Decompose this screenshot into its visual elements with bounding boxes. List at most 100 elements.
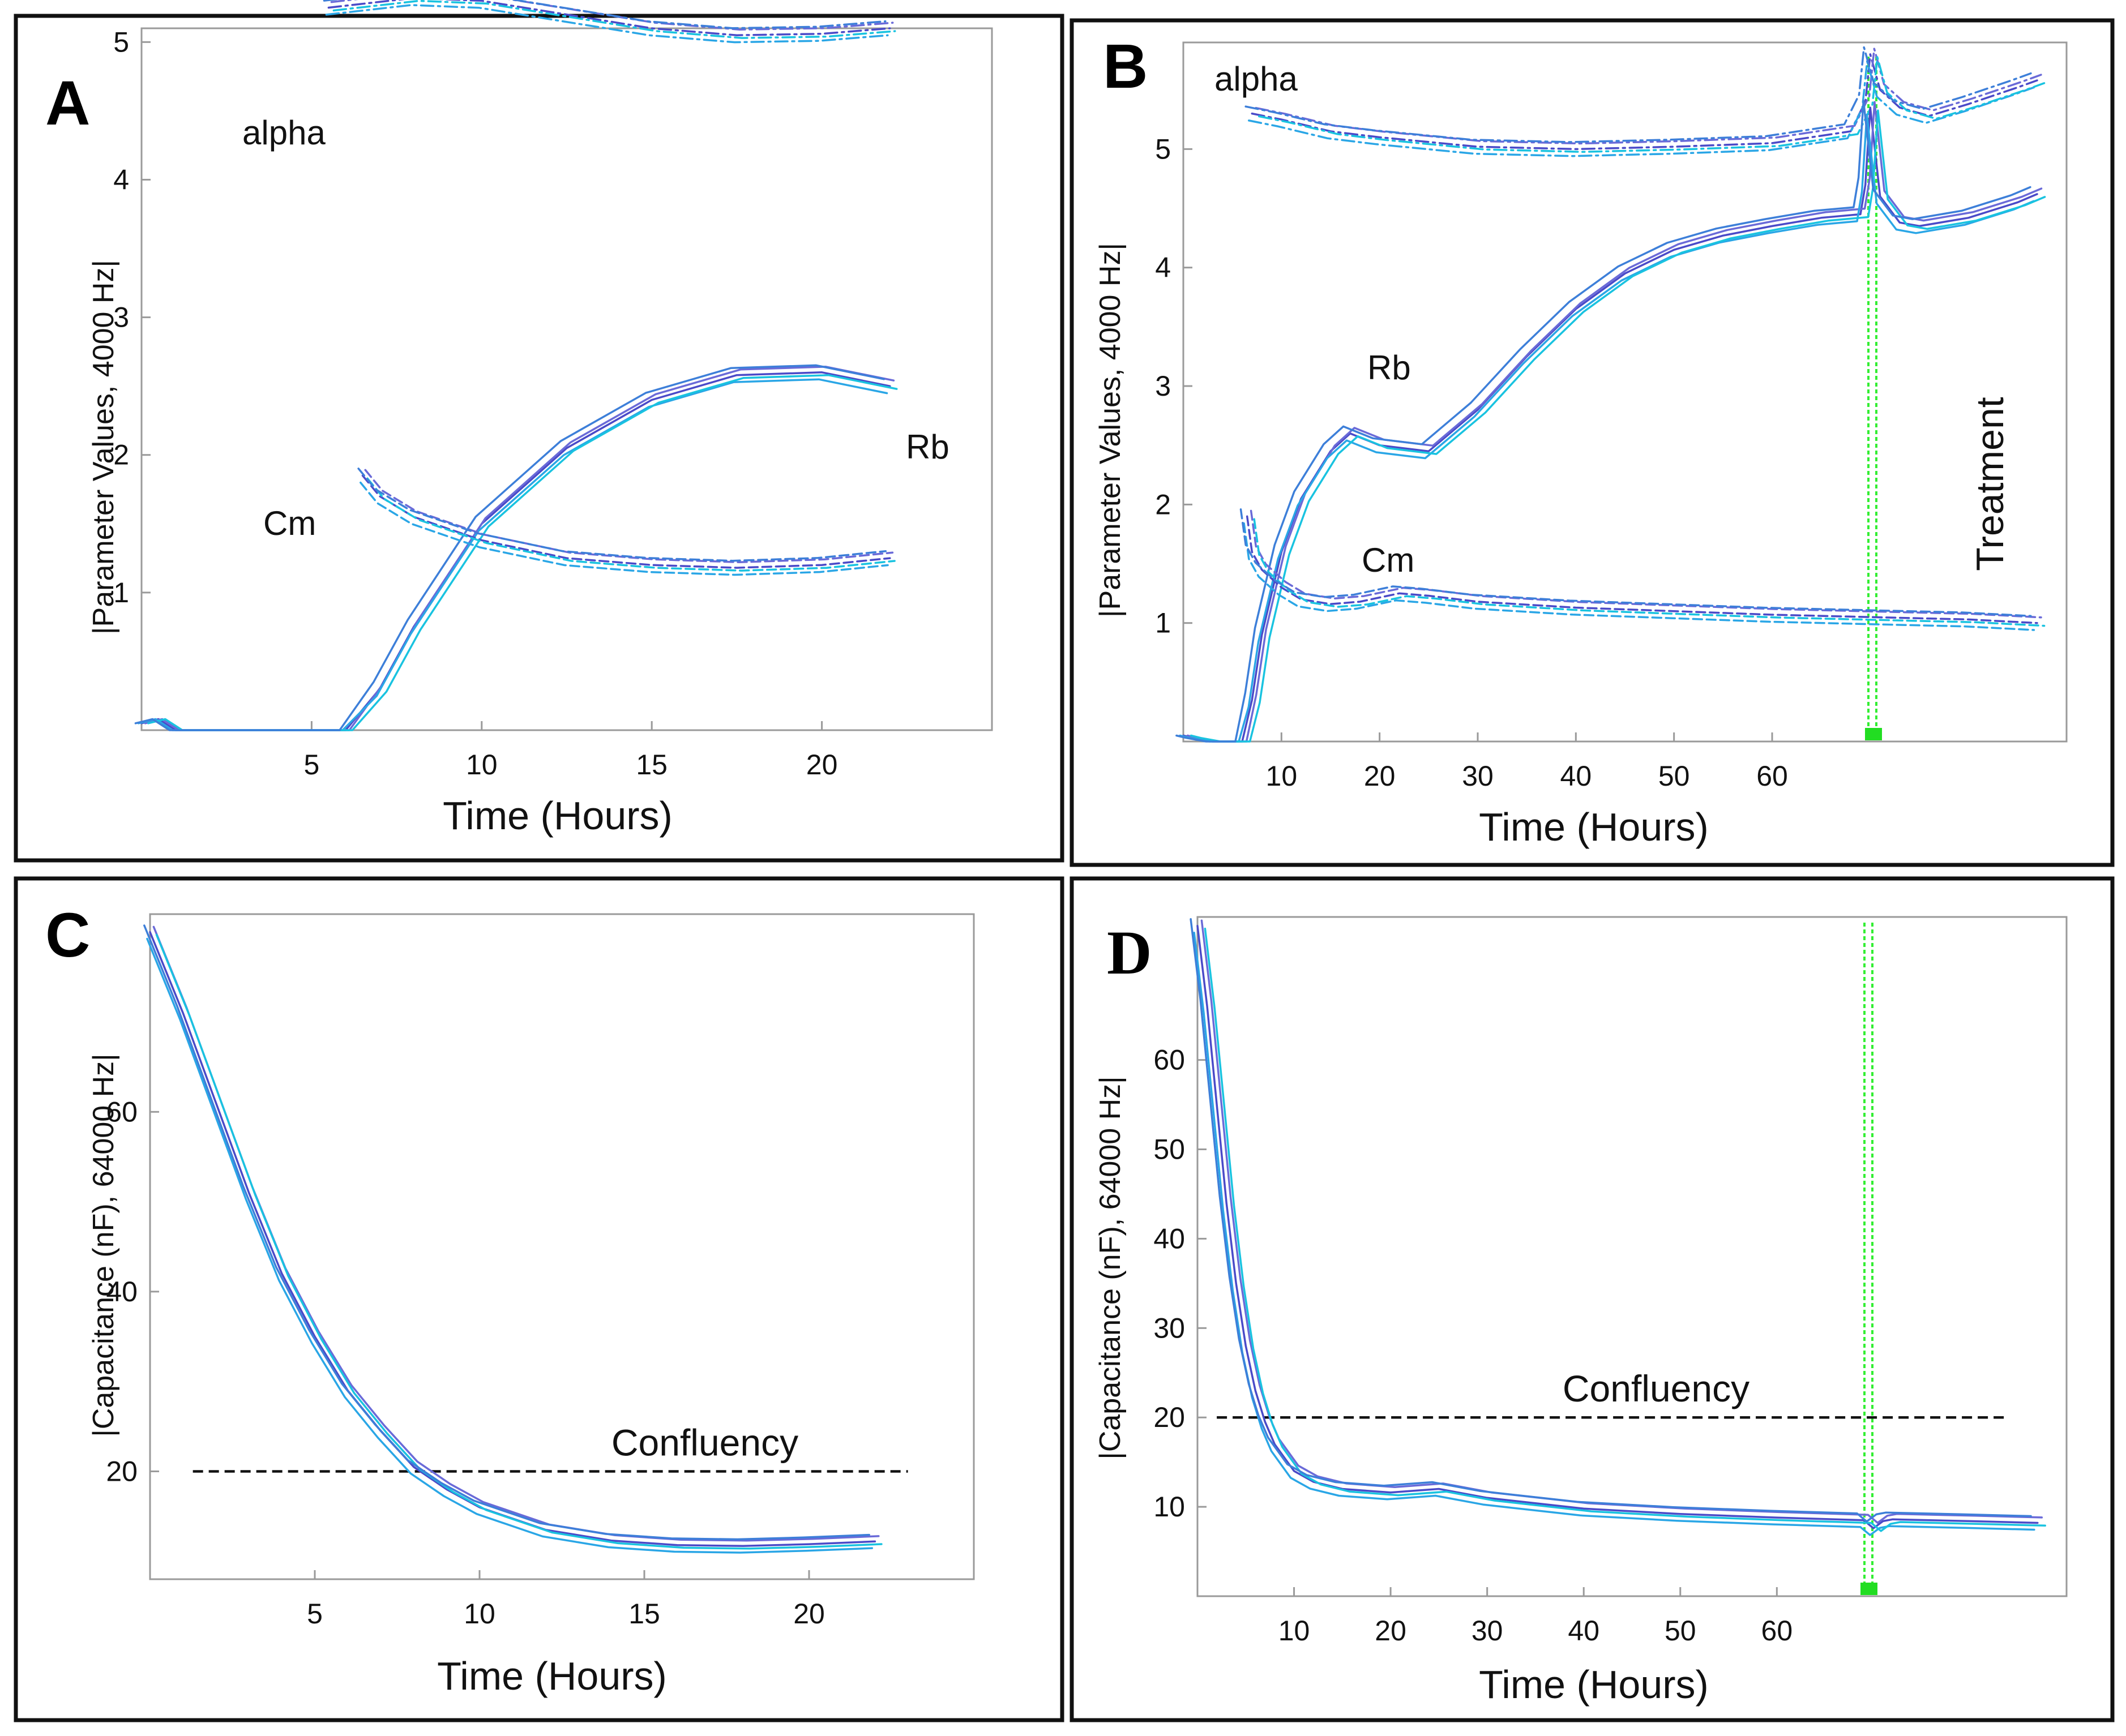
panel-b-annotation-alpha: alpha [1214, 60, 1298, 98]
panel-a-ytick-label: 5 [113, 26, 129, 58]
panel-d-xtick-label: 10 [1278, 1615, 1310, 1647]
panel-b-series-rb-trace [1179, 113, 2035, 743]
panel-a-xtick-label: 5 [303, 749, 319, 781]
panel-b-treatment-marker [1865, 728, 1882, 740]
panel-d-frame [1070, 876, 2115, 1722]
panel-b-xtick-label: 60 [1756, 760, 1788, 792]
panel-d-series-capacitance-trace [1204, 927, 2046, 1532]
panel-a-axes [140, 27, 993, 731]
panel-d-ytick-label: 10 [1153, 1491, 1185, 1523]
panel-a-xtick-label: 10 [466, 749, 498, 781]
panel-a-series-alpha-trace [327, 0, 891, 36]
panel-d-treatment-marker [1860, 1583, 1877, 1595]
panel-a-series-alpha-trace [323, 0, 887, 29]
panel-d-ytick-label: 40 [1153, 1223, 1185, 1254]
panel-b-series-rb-trace [1175, 100, 2031, 743]
panel-d-xtick-label: 50 [1665, 1615, 1696, 1647]
panel-b-series-cm-trace [1246, 515, 2038, 624]
panel-d-chart: D 10 20 30 40 50 60 10 20 30 40 50 60 Confluency Ti… [1094, 916, 2068, 1707]
panel-c-xtick-label: 10 [464, 1598, 495, 1630]
panel-b-chart: B 10 20 30 40 50 60 1 2 3 4 5 alpha Rb Cm Treatmen… [1094, 32, 2068, 849]
panel-b-axes [1182, 41, 2068, 743]
panel-c-xlabel: Time (Hours) [437, 1654, 667, 1698]
panel-a-xtick-label: 15 [636, 749, 668, 781]
panel-b-ytick-label: 5 [1155, 133, 1171, 165]
panel-d-xtick-label: 20 [1375, 1615, 1406, 1647]
panel-d-axes [1196, 916, 2068, 1597]
panel-b-ytick-label: 1 [1155, 607, 1171, 639]
panel-d-confluency-label: Confluency [1563, 1368, 1749, 1409]
panel-a-ylabel: |Parameter Values, 4000 Hz| [87, 260, 120, 635]
panel-a-series-cm-trace [360, 481, 889, 576]
panel-b-series-alpha-trace [1244, 46, 2032, 143]
panel-a-series-cm-trace [357, 468, 887, 562]
panel-d-xtick-label: 40 [1568, 1615, 1599, 1647]
panel-b-series-alpha-trace [1248, 60, 2035, 157]
panel-b-series-rb-trace [1190, 109, 2046, 743]
panel-d-xtick-label: 30 [1471, 1615, 1503, 1647]
panel-d-ytick-label: 60 [1153, 1044, 1185, 1076]
panel-c-series-capacitance-trace [146, 937, 874, 1554]
panel-d-xlabel: Time (Hours) [1479, 1662, 1709, 1707]
panel-b-ytick-label: 3 [1155, 370, 1171, 402]
panel-a-series-alpha-trace [332, 0, 896, 39]
panel-d-ytick-label: 20 [1153, 1401, 1185, 1433]
panel-a-annotation-rb: Rb [906, 428, 949, 466]
panel-a-series-rb-trace [134, 364, 885, 731]
panel-c-ytick-label: 20 [106, 1455, 138, 1487]
panel-b-series-alpha-trace [1258, 56, 2046, 153]
panel-b-xtick-label: 10 [1266, 760, 1298, 792]
panel-c-confluency-label: Confluency [611, 1421, 798, 1463]
panel-b-xlabel: Time (Hours) [1479, 805, 1709, 849]
panel-c-xtick-label: 5 [307, 1598, 323, 1630]
panel-a-frame [14, 14, 1064, 863]
panel-a-series-alpha-trace [325, 4, 889, 44]
panel-b-ytick-label: 4 [1155, 252, 1171, 284]
panel-b-annotation-rb: Rb [1367, 349, 1411, 387]
panel-b-xtick-label: 50 [1658, 760, 1690, 792]
panel-b-series-rb-trace [1186, 101, 2043, 743]
panel-a-series-cm-trace [366, 477, 896, 572]
panel-b-frame [1070, 18, 2115, 867]
panel-a-ytick-label: 3 [113, 302, 129, 333]
panel-c-frame [14, 876, 1064, 1722]
panel-d-xtick-label: 60 [1761, 1615, 1793, 1647]
panel-b-series-rb-trace [1182, 106, 2038, 743]
panel-c-series-capacitance-trace [143, 924, 870, 1541]
panel-a-xtick-label: 20 [806, 749, 838, 781]
panel-d-ylabel: |Capacitance (nF), 64000 Hz| [1094, 1076, 1127, 1459]
panel-a-annotation-cm: Cm [263, 504, 316, 542]
panel-b-ytick-label: 2 [1155, 488, 1171, 520]
panel-b-xtick-label: 30 [1462, 760, 1494, 792]
panel-b-ylabel: |Parameter Values, 4000 Hz| [1094, 243, 1127, 618]
panel-c-ytick-label: 40 [106, 1276, 138, 1308]
panel-a-xlabel: Time (Hours) [443, 794, 673, 838]
panel-a-label: A [45, 68, 90, 138]
panel-b-label: B [1103, 32, 1148, 101]
panel-b-series-cm-trace [1239, 508, 2032, 618]
panel-d-ytick-label: 50 [1153, 1134, 1185, 1165]
panel-b-annotation-treatment: Treatment [1969, 397, 2012, 571]
panel-c-ytick-label: 60 [106, 1096, 138, 1128]
panel-c-ylabel: |Capacitance (nF), 64000 Hz| [87, 1053, 120, 1437]
panel-a-series-alpha-trace [330, 0, 894, 31]
panel-c-xtick-label: 20 [793, 1598, 825, 1630]
panel-b-series-cm-trace [1253, 518, 2046, 627]
panel-c-series-capacitance-trace [149, 931, 876, 1548]
panel-a-ytick-label: 2 [113, 439, 129, 471]
panel-a-ytick-label: 4 [113, 164, 129, 195]
panel-d-label: D [1107, 918, 1152, 987]
panel-b-series-cm-trace [1243, 522, 2035, 631]
panel-b-xtick-label: 20 [1364, 760, 1396, 792]
panel-a-annotation-alpha: alpha [242, 114, 326, 152]
panel-c-xtick-label: 15 [628, 1598, 660, 1630]
panel-b-xtick-label: 40 [1560, 760, 1592, 792]
panel-d-series-capacitance-trace [1193, 932, 2035, 1536]
panel-a-ytick-label: 1 [113, 577, 129, 608]
panel-d-ytick-label: 30 [1153, 1312, 1185, 1344]
panel-b-annotation-cm: Cm [1362, 541, 1414, 579]
panel-c-axes [149, 913, 975, 1580]
